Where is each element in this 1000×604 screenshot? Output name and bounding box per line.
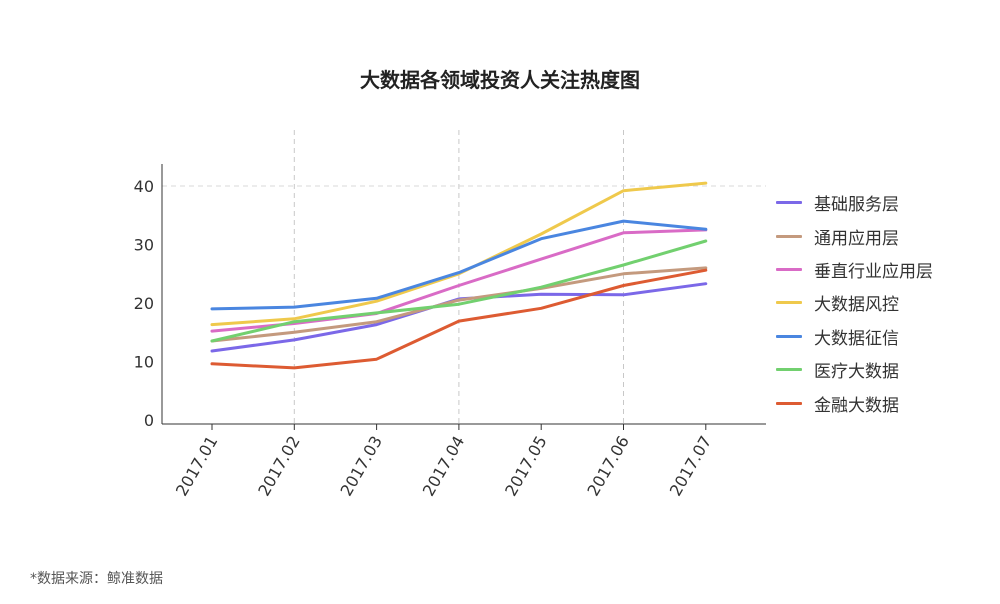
legend-swatch [776, 267, 802, 271]
legend-label: 医疗大数据 [814, 362, 899, 383]
legend-swatch [776, 368, 802, 372]
legend-item: 医疗大数据 [776, 353, 933, 386]
x-tick-label: 2017.02 [254, 433, 304, 500]
x-tick-label: 2017.06 [583, 433, 633, 500]
legend-swatch [776, 201, 802, 205]
y-tick-label: 30 [134, 236, 154, 255]
legend-label: 基础服务层 [814, 195, 899, 216]
y-tick-label: 0 [144, 411, 154, 430]
chart-legend: 基础服务层通用应用层垂直行业应用层 大数据风控大数据征信医疗大数据金融大数据 [776, 186, 933, 420]
legend-item: 通用应用层 [776, 219, 933, 252]
legend-label: 通用应用层 [814, 228, 899, 249]
legend-label: 大数据征信 [814, 328, 899, 349]
legend-label: 垂直行业应用层 [814, 261, 933, 282]
x-tick-label: 2017.04 [419, 433, 469, 500]
y-tick-label: 40 [134, 177, 154, 196]
series-line [210, 239, 708, 343]
x-tick-label: 2017.05 [501, 433, 551, 500]
legend-label: 金融大数据 [814, 395, 899, 416]
y-tick-label: 10 [134, 353, 154, 372]
axes [161, 164, 766, 425]
series-line [210, 266, 708, 343]
chart-title: 大数据各领域投资人关注热度图 [360, 68, 640, 92]
series-line [210, 268, 708, 370]
series-line [210, 219, 708, 311]
legend-item: 基础服务层 [776, 186, 933, 219]
legend-swatch [776, 301, 802, 305]
x-tick-label: 2017.01 [172, 433, 222, 500]
x-tick-label: 2017.03 [337, 433, 387, 500]
legend-swatch [776, 401, 802, 405]
legend-swatch [776, 234, 802, 238]
legend-item: 垂直行业应用层 [776, 253, 933, 286]
legend-item: 大数据风控 [776, 286, 933, 319]
legend-label: 大数据风控 [814, 295, 899, 316]
legend-item: 金融大数据 [776, 386, 933, 419]
source-note: *数据来源：鲸准数据 [30, 571, 163, 587]
legend-swatch [776, 334, 802, 338]
series-lines [210, 181, 708, 370]
series-line [210, 228, 708, 333]
x-tick-label: 2017.07 [666, 433, 716, 500]
grid-lines [162, 130, 766, 424]
y-tick-label: 20 [134, 294, 154, 313]
legend-item: 大数据征信 [776, 320, 933, 353]
